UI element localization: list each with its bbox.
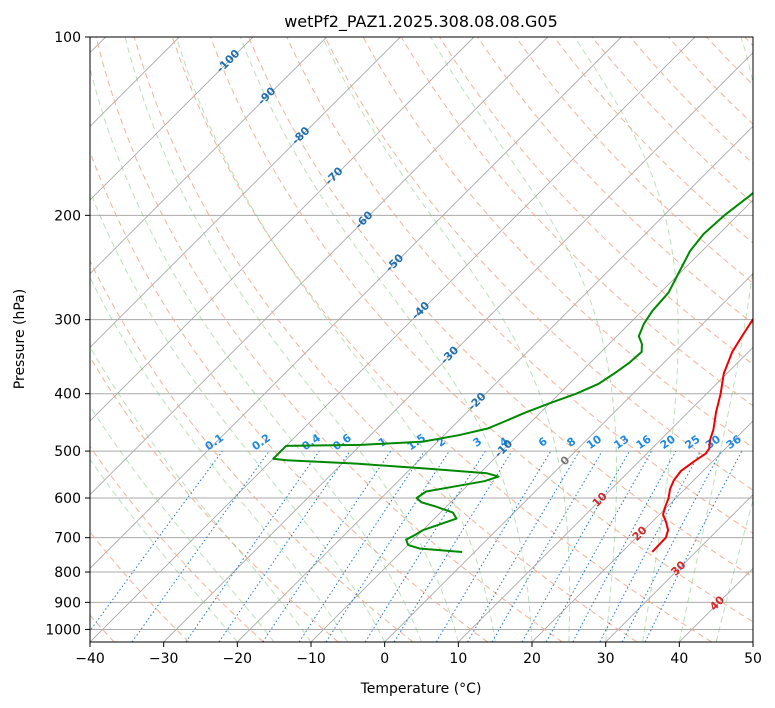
isotherm-line bbox=[90, 37, 548, 496]
isotherm-line bbox=[90, 37, 401, 348]
x-tick-label: 50 bbox=[744, 651, 762, 667]
dry-adiabat-line bbox=[95, 37, 563, 642]
dry-adiabat-line bbox=[515, 37, 753, 284]
x-tick-label: −40 bbox=[75, 651, 105, 667]
moist-adiabat-line bbox=[430, 37, 618, 642]
moist-adiabat-line bbox=[574, 37, 679, 642]
dry-adiabat-line bbox=[90, 356, 339, 642]
moist-adiabat-line bbox=[90, 189, 386, 642]
y-tick-label: 500 bbox=[54, 444, 81, 460]
x-axis-label: Temperature (°C) bbox=[360, 681, 482, 697]
x-tick-label: 30 bbox=[597, 651, 615, 667]
moist-adiabat-line bbox=[715, 498, 753, 642]
moist-adiabat-line bbox=[90, 66, 422, 642]
y-tick-label: 800 bbox=[54, 565, 81, 581]
moist-adiabat-line bbox=[90, 276, 349, 642]
x-tick-label: 10 bbox=[449, 651, 467, 667]
y-tick-label: 600 bbox=[54, 491, 81, 507]
mixing-ratio-line bbox=[644, 450, 743, 642]
x-tick-label: −30 bbox=[149, 651, 179, 667]
mixing-ratio-line bbox=[393, 450, 513, 642]
isotherm-line bbox=[163, 52, 753, 642]
isotherm-line bbox=[458, 346, 753, 642]
x-tick-label: 0 bbox=[380, 651, 389, 667]
isotherm-line bbox=[90, 37, 475, 422]
x-tick-label: −20 bbox=[223, 651, 253, 667]
y-tick-label: 100 bbox=[54, 30, 81, 46]
dry-adiabat-line bbox=[286, 37, 753, 534]
mixing-ratio-line bbox=[572, 450, 677, 642]
background-lines bbox=[90, 37, 753, 642]
dry-adiabat-line bbox=[210, 37, 753, 623]
y-tick-label: 700 bbox=[54, 531, 81, 547]
dry-adiabat-line bbox=[171, 37, 712, 642]
moist-adiabat-line bbox=[239, 37, 533, 642]
isotherm-line bbox=[90, 37, 696, 642]
mixing-ratio-line bbox=[545, 450, 653, 642]
mixing-ratio-line bbox=[325, 450, 450, 642]
isotherm-line bbox=[90, 37, 254, 201]
plot-background bbox=[90, 37, 753, 642]
x-tick-label: −10 bbox=[296, 651, 326, 667]
isotherm-line bbox=[90, 37, 622, 569]
dry-adiabat-line bbox=[133, 37, 638, 642]
mixing-ratio-line bbox=[521, 450, 630, 642]
mixing-ratio-line bbox=[185, 450, 320, 642]
sounding-profiles bbox=[272, 191, 753, 553]
isotherm-line bbox=[384, 273, 753, 642]
mixing-ratio-line bbox=[90, 450, 223, 632]
x-axis: −40 −30 −20 −10 0 10 20 30 40 50 bbox=[75, 642, 762, 667]
y-tick-label: 200 bbox=[54, 208, 81, 224]
isotherm-line bbox=[90, 37, 327, 275]
moist-adiabat-line bbox=[124, 37, 459, 642]
x-tick-label: 20 bbox=[523, 651, 541, 667]
mixing-ratio-line bbox=[298, 450, 425, 642]
y-axis: 100 200 300 400 500 600 700 800 900 1000 bbox=[45, 30, 90, 638]
mixing-ratio-line bbox=[131, 450, 270, 642]
y-tick-label: 900 bbox=[54, 595, 81, 611]
moist-adiabat-line bbox=[90, 405, 275, 642]
dry-adiabat-line bbox=[248, 37, 753, 578]
x-tick-label: 40 bbox=[670, 651, 688, 667]
dry-adiabat-line bbox=[90, 259, 414, 642]
y-tick-label: 300 bbox=[54, 313, 81, 329]
y-tick-label: 1000 bbox=[45, 622, 81, 638]
chart-title: wetPf2_PAZ1.2025.308.08.08.G05 bbox=[284, 12, 558, 32]
plot-frame bbox=[89, 36, 754, 643]
dry-adiabat-line bbox=[90, 445, 264, 642]
mixing-ratio-line bbox=[262, 450, 392, 642]
dewpoint-profile-line bbox=[272, 191, 753, 553]
y-tick-label: 400 bbox=[54, 387, 81, 403]
isotherm-line bbox=[237, 125, 753, 642]
isotherm-line bbox=[605, 494, 753, 642]
moist-adiabat-line bbox=[90, 458, 238, 642]
y-axis-label: Pressure (hPa) bbox=[12, 289, 28, 389]
temperature-profile-line bbox=[651, 317, 753, 553]
moist-adiabat-line bbox=[90, 345, 312, 642]
mixing-ratio-line bbox=[218, 450, 351, 642]
dry-adiabat-line bbox=[324, 37, 753, 491]
isotherm-line bbox=[531, 420, 753, 642]
moist-adiabat-line bbox=[322, 37, 571, 642]
moist-adiabat-line bbox=[678, 37, 753, 642]
